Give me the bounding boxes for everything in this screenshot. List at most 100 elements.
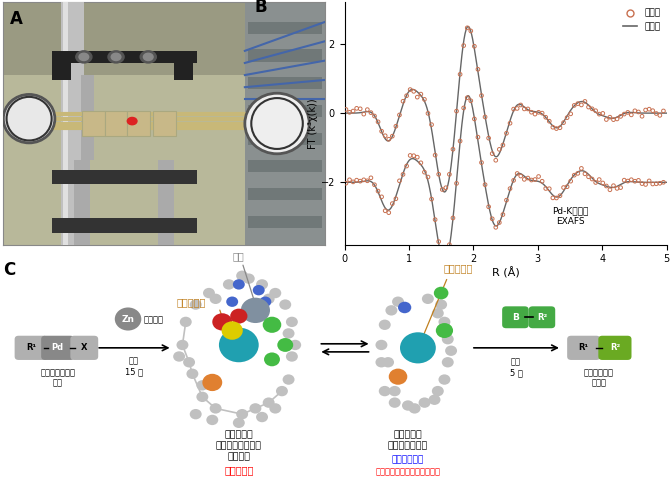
Circle shape <box>263 317 281 333</box>
Circle shape <box>226 297 238 307</box>
Point <box>555 192 565 200</box>
Point <box>601 182 612 190</box>
Point <box>647 107 658 115</box>
Bar <box>52 218 196 232</box>
Point <box>501 130 512 137</box>
Point <box>598 109 608 117</box>
Circle shape <box>236 409 248 420</box>
Point <box>494 219 505 227</box>
Point <box>633 108 644 116</box>
Circle shape <box>236 271 248 281</box>
Point <box>498 211 509 218</box>
Point <box>558 119 569 127</box>
Point <box>391 122 401 130</box>
Point <box>490 224 501 231</box>
Point <box>469 115 480 123</box>
Circle shape <box>283 374 295 385</box>
Circle shape <box>256 412 268 422</box>
Point <box>369 181 380 189</box>
Circle shape <box>202 374 222 391</box>
Point <box>576 165 587 172</box>
Point <box>451 107 462 115</box>
Point <box>419 96 429 103</box>
Text: パラジウム錯体: パラジウム錯体 <box>388 441 428 450</box>
Point <box>480 113 490 121</box>
Circle shape <box>276 386 288 396</box>
Text: R²: R² <box>537 313 547 322</box>
Point <box>472 65 483 73</box>
Circle shape <box>389 386 401 396</box>
Text: カップリング: カップリング <box>584 368 614 377</box>
Circle shape <box>432 308 444 318</box>
Point <box>476 92 487 99</box>
Point <box>615 112 626 120</box>
Point <box>377 193 387 201</box>
Point <box>576 101 587 109</box>
FancyBboxPatch shape <box>529 306 555 328</box>
Point <box>619 110 630 118</box>
Point <box>612 185 622 192</box>
Circle shape <box>173 351 185 362</box>
FancyBboxPatch shape <box>567 336 600 360</box>
Point <box>583 103 594 111</box>
Point <box>340 106 351 113</box>
Point <box>369 112 380 120</box>
FancyBboxPatch shape <box>70 336 98 360</box>
Point <box>387 200 398 207</box>
Point <box>636 180 647 188</box>
Bar <box>52 169 196 184</box>
Point <box>561 183 572 191</box>
Point <box>383 209 394 216</box>
Circle shape <box>176 340 188 350</box>
Circle shape <box>375 357 387 368</box>
Bar <box>248 77 322 89</box>
Ellipse shape <box>245 93 310 154</box>
Point <box>644 177 655 185</box>
Circle shape <box>432 386 444 396</box>
Point <box>630 107 641 115</box>
Point <box>466 27 476 35</box>
Point <box>401 162 412 170</box>
Point <box>415 159 426 167</box>
FancyBboxPatch shape <box>502 306 529 328</box>
Text: R²: R² <box>610 343 620 352</box>
Point <box>540 185 551 192</box>
Circle shape <box>445 346 457 356</box>
Circle shape <box>180 317 192 327</box>
Point <box>405 86 415 94</box>
Point <box>455 137 466 145</box>
Point <box>498 141 509 149</box>
Point <box>626 111 636 119</box>
Circle shape <box>259 297 271 307</box>
Point <box>558 184 569 192</box>
Point <box>358 176 369 184</box>
Bar <box>248 160 322 172</box>
Bar <box>82 111 105 136</box>
Point <box>533 108 544 116</box>
Point <box>458 104 469 112</box>
Circle shape <box>190 300 202 310</box>
Point <box>572 100 583 108</box>
Point <box>533 173 544 180</box>
Bar <box>248 22 322 34</box>
Point <box>615 184 626 192</box>
Point <box>547 123 558 131</box>
Bar <box>248 132 322 144</box>
Point <box>587 105 598 113</box>
Circle shape <box>127 118 137 125</box>
Circle shape <box>269 288 281 298</box>
Text: 亜邉錯体: 亜邉錯体 <box>144 316 164 324</box>
Circle shape <box>419 397 431 408</box>
Point <box>483 203 494 211</box>
FancyBboxPatch shape <box>41 336 74 360</box>
Point <box>408 152 419 159</box>
Point <box>490 156 501 164</box>
Point <box>398 170 409 178</box>
Circle shape <box>210 294 222 304</box>
Point <box>647 180 658 188</box>
Point <box>608 182 619 190</box>
Text: 二核錯体: 二核錯体 <box>227 452 251 461</box>
Point <box>509 105 519 113</box>
Circle shape <box>210 403 222 414</box>
Point <box>608 116 619 123</box>
